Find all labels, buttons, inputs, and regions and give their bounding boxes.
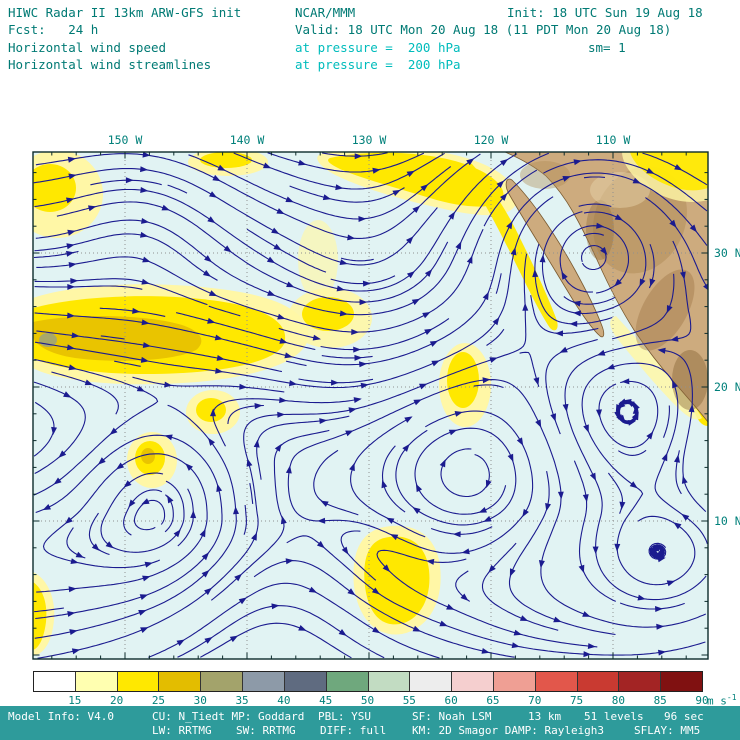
colorbar-tick-label: 70 (528, 694, 542, 707)
colorbar-tick-label: 40 (277, 694, 291, 707)
init-time-label: Init: 18 UTC Sun 19 Aug 18 (507, 5, 703, 20)
lon-label: 120 W (474, 133, 509, 147)
colorbar-tick-label: 30 (193, 694, 207, 707)
colorbar-tick-label: 85 (653, 694, 667, 707)
colorbar-tick-label: 90 (695, 694, 709, 707)
lon-label: 110 W (596, 133, 631, 147)
colorbar-segment: 35 (200, 672, 249, 707)
colorbar-tick-label: 35 (235, 694, 249, 707)
diffusion-label: DIFF: full (320, 724, 387, 737)
map-border (32, 151, 709, 660)
colorbar-segment: 45 (283, 672, 332, 707)
colorbar-tick-label: 25 (151, 694, 166, 707)
timestep-label: 96 sec (664, 710, 704, 723)
colorbar-segment: 55 (367, 672, 416, 707)
field1-label: Horizontal wind speed (8, 40, 167, 55)
wind-speed-shading-over-land (622, 152, 708, 203)
pbl-scheme-label: PBL: YSU (318, 710, 371, 723)
field2-level-label: at pressure = 200 hPa (295, 57, 461, 72)
field2-label: Horizontal wind streamlines (8, 57, 212, 72)
colorbar-tick-label: 50 (360, 694, 375, 707)
lon-label: 130 W (352, 133, 387, 147)
colorbar-segment: 40 (242, 672, 291, 707)
colorbar-segment: 20 (74, 672, 123, 707)
colorbar-segment: 85 (618, 672, 667, 707)
levels-label: 51 levels (584, 710, 644, 723)
colorbar-segment: 75 (534, 672, 583, 707)
km-damping-label: KM: 2D Smagor DAMP: Rayleigh3 (412, 724, 605, 737)
colorbar-segment: 90 (660, 672, 709, 707)
colorbar-segment: 80 (576, 672, 625, 707)
model-version-label: Model Info: V4.0 (8, 710, 114, 723)
axis-ticks (33, 152, 708, 659)
latlon-grid (33, 152, 708, 659)
lon-label: 140 W (230, 133, 265, 147)
map-canvas: 150 W 140 W 130 W 120 W 110 W 30 N 20 N … (32, 133, 740, 660)
surface-layer-label: SFLAY: MM5 (634, 724, 701, 737)
lat-label: 30 N (714, 246, 740, 260)
valid-time-label: Valid: 18 UTC Mon 20 Aug 18 (11 PDT Mon … (295, 22, 672, 37)
lat-label: 20 N (714, 380, 740, 394)
model-info-footer: Model Info: V4.0 CU: N_Tiedt MP: Goddard… (0, 706, 740, 740)
lw-scheme-label: LW: RRTMG (152, 724, 212, 737)
colorbar-segment: 25 (116, 672, 165, 707)
colorbar-tick-label: 75 (569, 694, 584, 707)
colorbar-segment: 70 (492, 672, 541, 707)
colorbar-segment: 30 (158, 672, 207, 707)
baja-california (505, 178, 605, 338)
colorbar-tick-label: 80 (611, 694, 625, 707)
lat-label: 10 N (714, 514, 740, 528)
plot-title: HIWC Radar II 13km ARW-GFS init (8, 5, 242, 20)
colorbar-units-text: m s (707, 694, 727, 708)
colorbar-tick-label: 55 (402, 694, 416, 707)
colorbar-tick-label: 15 (68, 694, 82, 707)
colorbar-tick-label: 20 (110, 694, 124, 707)
colorbar-units-exponent: -1 (726, 693, 737, 702)
colorbar-tick-label: 65 (486, 694, 500, 707)
lon-label: 150 W (108, 133, 143, 147)
colorbar-tick-label: 45 (319, 694, 333, 707)
colorbar-tick-label: 60 (444, 694, 458, 707)
resolution-label: 13 km (528, 710, 562, 723)
org-label: NCAR/MMM (295, 5, 356, 20)
field1-level-label: at pressure = 200 hPa (295, 40, 461, 55)
cumulus-microphysics-label: CU: N_Tiedt MP: Goddard (152, 710, 305, 723)
forecast-hour-label: Fcst: 24 h (8, 22, 99, 37)
smooth-label: sm= 1 (588, 40, 626, 55)
colorbar-units: m s-1 (707, 693, 737, 708)
colorbar-segment: 60 (409, 672, 458, 707)
colorbar-segment: 50 (325, 672, 374, 707)
colorbar-segment: 65 (451, 672, 500, 707)
colorbar-segment: 15 (34, 672, 81, 707)
surface-scheme-label: SF: Noah LSM (412, 710, 492, 723)
streamlines-layer (33, 152, 708, 659)
sw-scheme-label: SW: RRTMG (236, 724, 296, 737)
colorbar: 15 20 25 30 35 40 45 50 55 60 65 70 75 80 85 90 (33, 671, 709, 707)
axis-labels: 150 W 140 W 130 W 120 W 110 W 30 N 20 N … (108, 133, 740, 528)
